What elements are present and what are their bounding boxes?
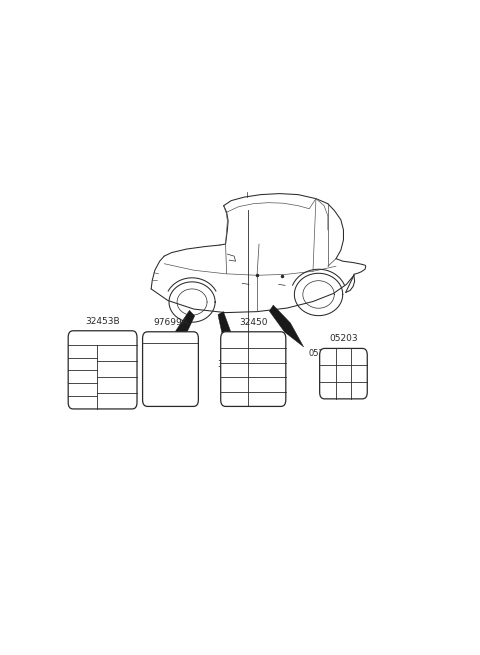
Text: 05203: 05203	[329, 335, 358, 343]
FancyBboxPatch shape	[320, 348, 367, 399]
FancyBboxPatch shape	[143, 332, 198, 406]
Text: 97699A: 97699A	[143, 358, 175, 367]
FancyBboxPatch shape	[68, 331, 137, 409]
Polygon shape	[218, 312, 233, 356]
Text: 32450: 32450	[239, 318, 267, 327]
Polygon shape	[269, 305, 304, 347]
Text: 97699A: 97699A	[153, 318, 188, 327]
FancyBboxPatch shape	[221, 332, 286, 406]
Text: 32453B: 32453B	[85, 317, 120, 326]
Text: 05203: 05203	[309, 349, 335, 358]
Text: 32450: 32450	[217, 360, 243, 369]
Polygon shape	[168, 310, 195, 356]
